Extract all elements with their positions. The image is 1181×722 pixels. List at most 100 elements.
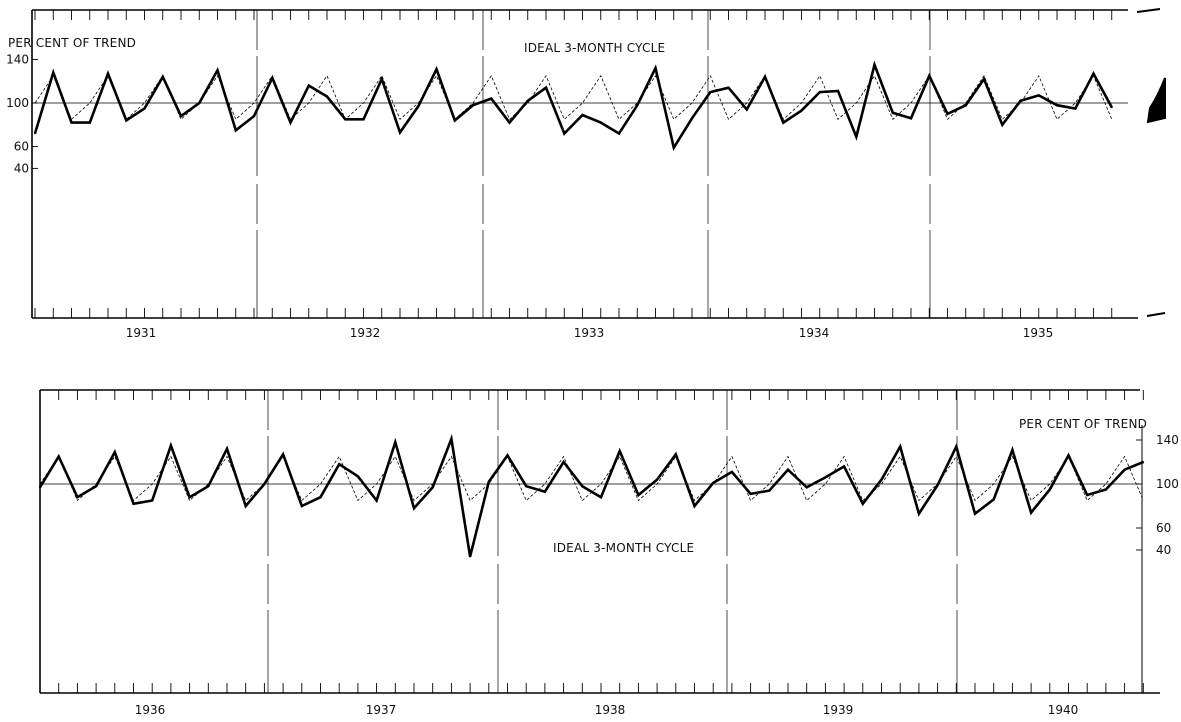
- bottom-y-tick-label: 140: [1156, 433, 1179, 447]
- data-point: [545, 86, 547, 89]
- data-point: [1092, 72, 1095, 75]
- data-point: [198, 102, 201, 104]
- data-point: [52, 71, 55, 74]
- data-point: [1030, 511, 1032, 514]
- data-point: [618, 132, 620, 135]
- data-point: [693, 505, 696, 507]
- data-point: [472, 104, 474, 107]
- top-year-label: 1933: [574, 326, 605, 340]
- bottom-x-year-labels: 1936 1937 1938 1939 1940: [135, 703, 1079, 717]
- data-point: [983, 78, 985, 80]
- data-point: [338, 463, 341, 466]
- data-point: [490, 97, 493, 100]
- data-point: [637, 494, 640, 496]
- data-point: [764, 75, 766, 78]
- data-point: [731, 471, 733, 473]
- data-point: [1105, 488, 1107, 491]
- data-point: [918, 512, 920, 515]
- data-point: [1123, 468, 1126, 471]
- data-point: [654, 67, 657, 69]
- bottom-year-label: 1937: [366, 703, 397, 717]
- data-point: [282, 453, 284, 456]
- top-y-axis-label: PER CENT OF TREND: [8, 36, 136, 50]
- data-point: [581, 485, 584, 488]
- data-point: [234, 129, 237, 132]
- data-point: [380, 78, 383, 80]
- data-point: [319, 496, 322, 499]
- data-point: [417, 105, 420, 108]
- data-point: [787, 468, 789, 471]
- top-y-tick-label: 140: [6, 52, 29, 66]
- data-point: [70, 121, 73, 124]
- data-point: [76, 496, 79, 499]
- data-point: [1086, 494, 1089, 496]
- top-ticks: [32, 10, 1113, 318]
- bottom-ticks: [39, 390, 1144, 693]
- bottom-ideal-cycle-annotation: IDEAL 3-MONTH CYCLE: [553, 541, 694, 555]
- data-point: [450, 438, 453, 440]
- data-point: [300, 505, 303, 507]
- bottom-series-ideal-cycle: [39, 455, 1144, 502]
- bottom-series-actual: [38, 433, 1144, 557]
- data-point: [782, 121, 785, 124]
- data-point: [307, 84, 310, 87]
- data-point: [928, 74, 931, 77]
- data-point: [508, 121, 511, 124]
- top-vertical-gridlines: [256, 10, 931, 318]
- data-point: [125, 119, 128, 122]
- data-point: [936, 484, 939, 486]
- data-point: [143, 107, 146, 110]
- data-point: [469, 555, 471, 558]
- data-point: [581, 114, 584, 116]
- data-point: [837, 90, 839, 92]
- data-point: [1019, 99, 1022, 102]
- data-point: [151, 499, 154, 502]
- data-point: [843, 465, 845, 468]
- data-point: [453, 119, 456, 122]
- data-point: [34, 132, 36, 135]
- data-point: [216, 69, 219, 72]
- bottom-year-label: 1936: [135, 703, 166, 717]
- data-point: [487, 480, 490, 483]
- data-point: [599, 121, 602, 124]
- data-point: [618, 450, 621, 452]
- data-point: [1011, 449, 1014, 451]
- data-point: [672, 146, 675, 149]
- top-year-label: 1931: [126, 326, 157, 340]
- data-point: [712, 482, 715, 484]
- data-point: [394, 441, 397, 444]
- bottom-year-label: 1939: [823, 703, 854, 717]
- data-point: [562, 461, 565, 463]
- top-y-tick-label: 40: [14, 161, 29, 175]
- data-point: [39, 486, 41, 489]
- top-series-actual: [33, 60, 1113, 152]
- data-point: [749, 493, 752, 495]
- data-point: [1048, 488, 1051, 491]
- data-point: [544, 490, 546, 493]
- bottom-year-label: 1938: [595, 703, 626, 717]
- data-point: [57, 455, 60, 458]
- data-point: [691, 117, 693, 120]
- data-point: [636, 104, 639, 107]
- data-point: [263, 483, 266, 485]
- data-point: [95, 485, 97, 488]
- data-point: [253, 115, 255, 117]
- data-point: [880, 478, 883, 481]
- data-point: [1110, 106, 1113, 109]
- top-year-label: 1935: [1023, 326, 1054, 340]
- data-point: [344, 118, 347, 121]
- data-point: [188, 496, 191, 499]
- data-point: [1074, 107, 1077, 110]
- data-point: [399, 131, 401, 134]
- top-y-tick-label: 60: [14, 140, 29, 154]
- data-point: [170, 444, 172, 447]
- data-point: [964, 104, 967, 107]
- data-point: [955, 445, 958, 448]
- top-x-year-labels: 1931 1932 1933 1934 1935: [126, 326, 1054, 340]
- top-year-label: 1932: [350, 326, 381, 340]
- data-point: [1067, 454, 1070, 457]
- data-point: [506, 454, 509, 457]
- data-point: [435, 68, 438, 71]
- top-y-tick-labels: 140 100 60 40: [6, 52, 29, 175]
